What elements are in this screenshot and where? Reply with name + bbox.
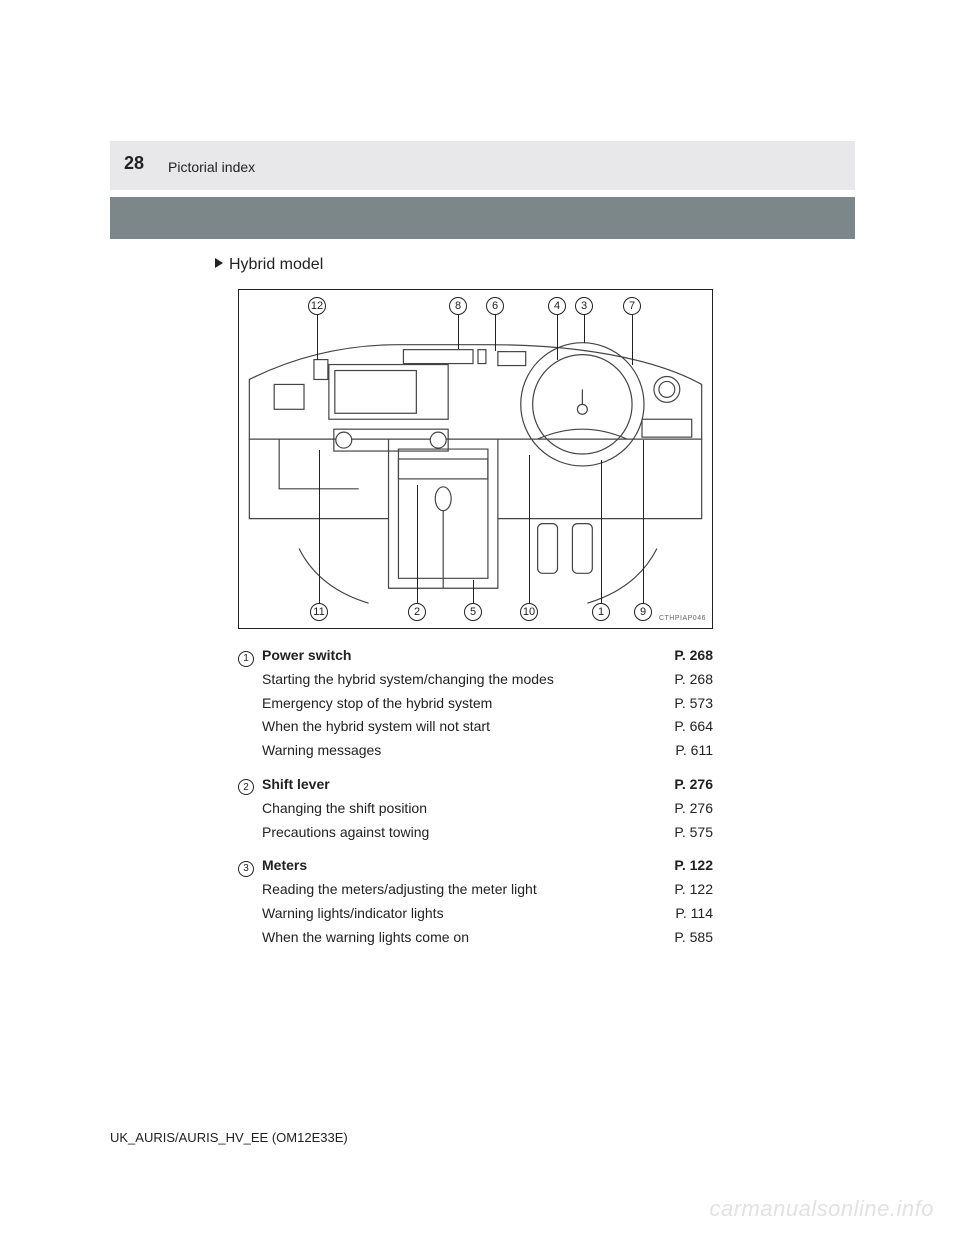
index-page: P. 276 — [674, 797, 713, 821]
index-row: When the warning lights come on P. 585 — [262, 926, 713, 950]
model-heading: Hybrid model — [215, 256, 323, 274]
index-title-row: 3 Meters P. 122 — [238, 854, 713, 878]
index-section-2: 2 Shift lever P. 276 Changing the shift … — [238, 773, 713, 844]
index-page: P. 122 — [674, 854, 713, 878]
index-page: P. 585 — [674, 926, 713, 950]
site-watermark: carmanualsonline.info — [709, 1196, 934, 1222]
callout-lead — [417, 485, 418, 603]
index-label: Reading the meters/adjusting the meter l… — [262, 878, 537, 902]
index-list: 1 Power switch P. 268 Starting the hybri… — [238, 644, 713, 960]
callout-5: 5 — [464, 603, 482, 621]
index-section-1: 1 Power switch P. 268 Starting the hybri… — [238, 644, 713, 763]
callout-4: 4 — [548, 297, 566, 315]
leader-dots — [496, 694, 670, 708]
callout-lead — [458, 315, 459, 349]
callout-2: 2 — [408, 603, 426, 621]
index-title: Power switch — [262, 644, 351, 668]
index-section-3: 3 Meters P. 122 Reading the meters/adjus… — [238, 854, 713, 949]
index-page: P. 575 — [674, 821, 713, 845]
index-page: P. 276 — [674, 773, 713, 797]
index-title: Meters — [262, 854, 307, 878]
callout-lead — [557, 315, 558, 360]
leader-dots — [473, 928, 670, 942]
callout-12: 12 — [308, 297, 326, 315]
callout-6: 6 — [486, 297, 504, 315]
leader-dots — [334, 775, 671, 789]
index-page: P. 611 — [675, 739, 713, 763]
callout-lead — [632, 315, 633, 365]
arrow-icon — [215, 258, 223, 268]
leader-dots — [311, 856, 670, 870]
callout-lead — [643, 440, 644, 603]
index-row: Changing the shift position P. 276 — [262, 797, 713, 821]
callout-lead — [601, 460, 602, 603]
index-label: When the hybrid system will not start — [262, 715, 490, 739]
index-row: Emergency stop of the hybrid system P. 57… — [262, 692, 713, 716]
index-row: Reading the meters/adjusting the meter l… — [262, 878, 713, 902]
index-label: Warning lights/indicator lights — [262, 902, 444, 926]
callout-9: 9 — [634, 603, 652, 621]
index-page: P. 114 — [675, 902, 713, 926]
index-title: Shift lever — [262, 773, 330, 797]
dashboard-svg — [239, 290, 712, 628]
leader-dots — [448, 904, 672, 918]
index-num-3: 3 — [238, 861, 254, 877]
callout-7: 7 — [623, 297, 641, 315]
manual-page: 28 Pictorial index Hybrid model — [0, 0, 960, 1242]
index-label: Emergency stop of the hybrid system — [262, 692, 492, 716]
callout-8: 8 — [449, 297, 467, 315]
header-title: Pictorial index — [168, 159, 255, 175]
callout-lead — [495, 315, 496, 351]
index-label: Precautions against towing — [262, 821, 429, 845]
callout-lead — [473, 580, 474, 603]
leader-dots — [431, 799, 670, 813]
model-heading-text: Hybrid model — [229, 256, 323, 273]
index-page: P. 573 — [674, 692, 713, 716]
leader-dots — [385, 741, 671, 755]
index-row: Precautions against towing P. 575 — [262, 821, 713, 845]
callout-11: 11 — [310, 603, 328, 621]
index-page: P. 268 — [674, 644, 713, 668]
callout-lead — [319, 450, 320, 603]
callout-10: 10 — [520, 603, 538, 621]
index-label: Starting the hybrid system/changing the … — [262, 668, 554, 692]
index-page: P. 268 — [674, 668, 713, 692]
callout-lead — [529, 455, 530, 603]
index-num-1: 1 — [238, 651, 254, 667]
index-title-row: 2 Shift lever P. 276 — [238, 773, 713, 797]
index-row: Starting the hybrid system/changing the … — [262, 668, 713, 692]
index-label: Changing the shift position — [262, 797, 427, 821]
index-row: Warning lights/indicator lights P. 114 — [262, 902, 713, 926]
leader-dots — [541, 880, 671, 894]
index-label: When the warning lights come on — [262, 926, 469, 950]
leader-dots — [558, 670, 671, 684]
index-label: Warning messages — [262, 739, 381, 763]
index-num-2: 2 — [238, 779, 254, 795]
callout-3: 3 — [575, 297, 593, 315]
index-title-row: 1 Power switch P. 268 — [238, 644, 713, 668]
leader-dots — [433, 823, 670, 837]
sub-header-band — [110, 197, 855, 239]
leader-dots — [355, 646, 670, 660]
index-row: When the hybrid system will not start P. … — [262, 715, 713, 739]
diagram-code: CTHPIAP046 — [659, 615, 706, 622]
callout-lead — [317, 315, 318, 360]
callout-1: 1 — [592, 603, 610, 621]
leader-dots — [494, 717, 670, 731]
footer-doc-id: UK_AURIS/AURIS_HV_EE (OM12E33E) — [110, 1130, 348, 1145]
index-page: P. 664 — [674, 715, 713, 739]
callout-lead — [584, 315, 585, 343]
dashboard-diagram: 12 8 6 4 3 7 11 2 5 10 1 9 CTHPIAP046 — [238, 289, 713, 629]
page-number: 28 — [124, 153, 144, 174]
index-row: Warning messages P. 611 — [262, 739, 713, 763]
index-page: P. 122 — [674, 878, 713, 902]
